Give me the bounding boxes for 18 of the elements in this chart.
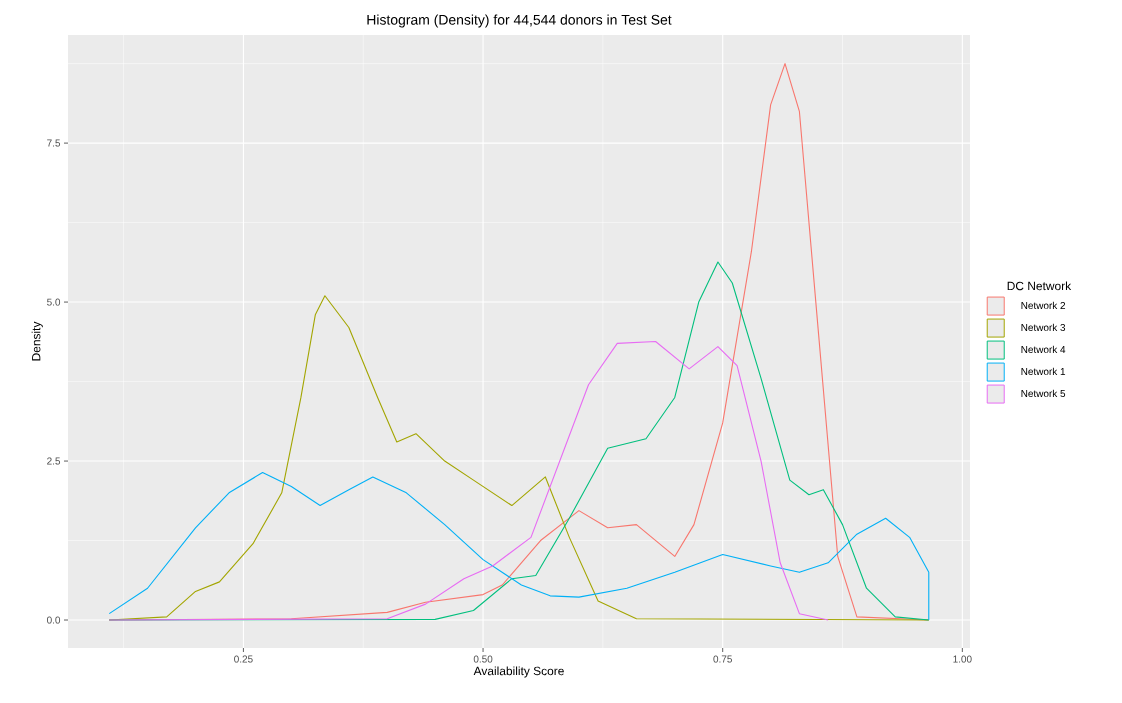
y-tick-label: 5.0 xyxy=(47,298,61,306)
y-tick-label: 0.0 xyxy=(47,616,61,624)
line-series xyxy=(108,471,930,621)
x-tick-label: 0.75 xyxy=(713,655,732,663)
legend-label: Network 5 xyxy=(1021,389,1066,398)
x-tick-label: 0.50 xyxy=(473,655,493,663)
legend-label: Network 4 xyxy=(1021,345,1066,354)
legend-title: DC Network xyxy=(1007,281,1072,291)
x-axis-title: Availability Score xyxy=(473,666,564,678)
legend-label: Network 2 xyxy=(1021,301,1066,310)
y-tick-label: 2.5 xyxy=(47,457,61,465)
chart-title: Histogram (Density) for 44,544 donors in Test Set xyxy=(367,14,672,28)
x-tick-label: 0.25 xyxy=(234,655,253,663)
y-axis-title: Density xyxy=(31,321,43,361)
y-tick-label: 7.5 xyxy=(47,139,61,147)
legend-label: Network 1 xyxy=(1021,367,1066,376)
x-tick-label: 1.00 xyxy=(953,655,972,663)
legend-label: Network 3 xyxy=(1021,323,1066,332)
